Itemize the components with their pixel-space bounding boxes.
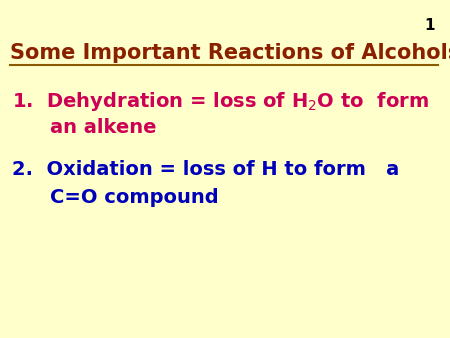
- Text: C=O compound: C=O compound: [50, 188, 219, 207]
- Text: Some Important Reactions of Alcohols: Some Important Reactions of Alcohols: [10, 43, 450, 63]
- Text: an alkene: an alkene: [50, 118, 157, 137]
- Text: 2.  Oxidation = loss of H to form   a: 2. Oxidation = loss of H to form a: [12, 160, 399, 179]
- Text: 1.  Dehydration = loss of H$_2$O to  form: 1. Dehydration = loss of H$_2$O to form: [12, 90, 429, 113]
- Text: 1: 1: [424, 18, 435, 33]
